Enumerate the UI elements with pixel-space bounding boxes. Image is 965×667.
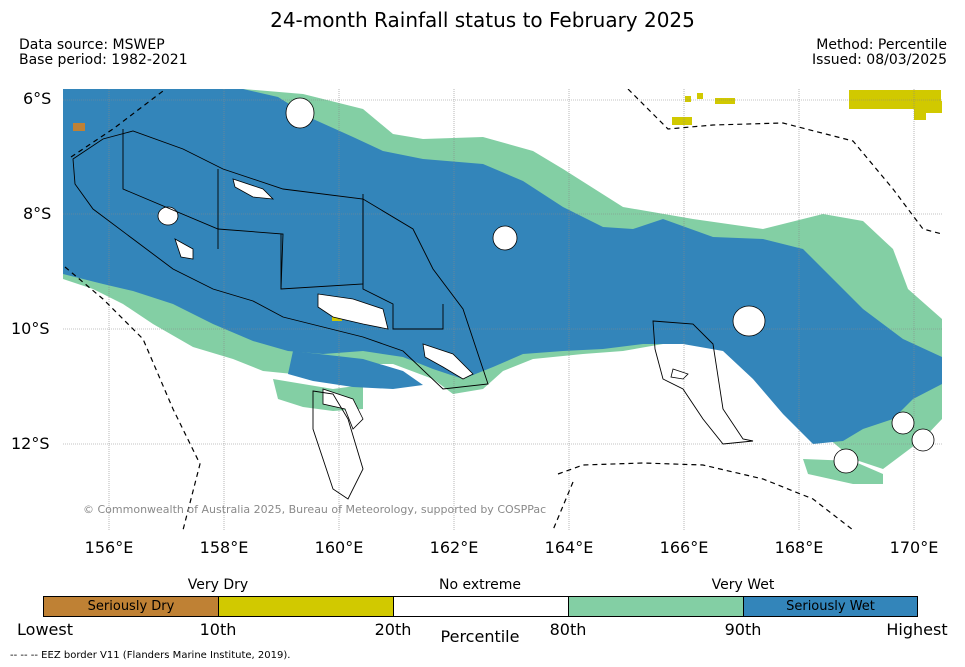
island-outlines	[157, 97, 935, 474]
lat-label-8s: 8°S	[23, 204, 52, 223]
copyright-text: © Commonwealth of Australia 2025, Bureau…	[83, 503, 547, 516]
lon-label-160e: 160°E	[314, 538, 364, 557]
legend-segment-seriously-dry: Seriously Dry	[44, 597, 219, 616]
legend-category-very-dry: Very Dry	[187, 577, 249, 593]
legend-category-very-wet: Very Wet	[711, 577, 775, 593]
method-block: Method: Percentile Issued: 08/03/2025	[812, 38, 947, 68]
map-title: 24-month Rainfall status to February 202…	[270, 8, 695, 32]
legend-segment-very-wet	[569, 597, 744, 616]
seriously-dry-patches	[73, 123, 85, 131]
legend-segment-no-extreme	[394, 597, 569, 616]
lon-label-168e: 168°E	[774, 538, 824, 557]
rainfall-map-svg	[63, 88, 944, 531]
lat-label-6s: 6°S	[23, 89, 52, 108]
method-text: Method: Percentile	[816, 37, 947, 53]
data-source-text: Data source: MSWEP	[19, 37, 165, 53]
lon-label-156e: 156°E	[84, 538, 134, 557]
legend-tick-90th: 90th	[724, 620, 762, 639]
legend-segment-very-dry	[219, 597, 394, 616]
lon-label-164e: 164°E	[544, 538, 594, 557]
eez-border	[64, 88, 943, 531]
legend-tick-80th: 80th	[549, 620, 587, 639]
lon-label-162e: 162°E	[429, 538, 479, 557]
lon-label-158e: 158°E	[199, 538, 249, 557]
lat-label-10s: 10°S	[11, 319, 50, 338]
legend-tick-highest: Highest	[886, 620, 948, 639]
lat-label-12s: 12°S	[11, 434, 50, 453]
legend-tick-10th: 10th	[199, 620, 237, 639]
legend-axis-label: Percentile	[440, 627, 520, 646]
eez-footnote: -- -- -- EEZ border V11 (Flanders Marine…	[10, 650, 291, 661]
legend-colorbar: Seriously Dry Seriously Wet	[43, 596, 918, 617]
lon-label-170e: 170°E	[889, 538, 939, 557]
lon-label-166e: 166°E	[659, 538, 709, 557]
base-period-text: Base period: 1982-2021	[19, 52, 188, 68]
legend-category-no-extreme: No extreme	[439, 577, 521, 593]
data-source-block: Data source: MSWEP Base period: 1982-202…	[19, 38, 188, 68]
seriously-wet-layer	[63, 89, 942, 444]
legend-tick-lowest: Lowest	[17, 620, 73, 639]
map-area	[63, 88, 944, 531]
legend-tick-20th: 20th	[374, 620, 412, 639]
legend-segment-seriously-wet: Seriously Wet	[744, 597, 917, 616]
issued-text: Issued: 08/03/2025	[812, 52, 947, 68]
province-boundaries	[72, 129, 754, 500]
